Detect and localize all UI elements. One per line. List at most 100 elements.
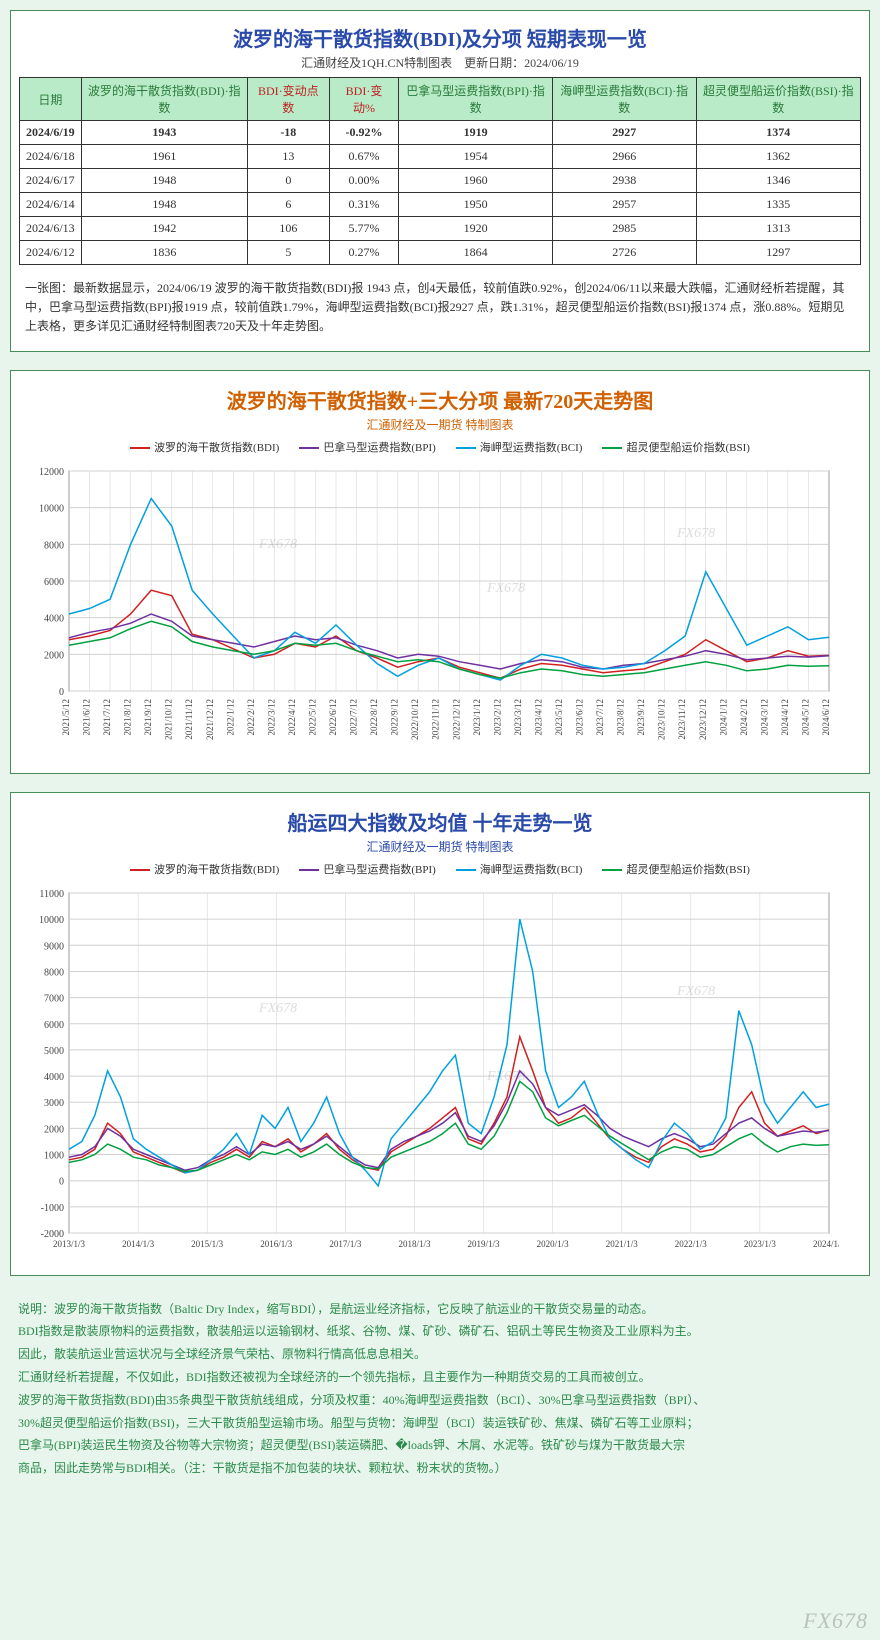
table-cell: 1948 <box>81 169 247 193</box>
table-cell: 2024/6/17 <box>20 169 82 193</box>
legend-item: 超灵便型船运价指数(BSI) <box>602 861 749 877</box>
data-table: 日期波罗的海干散货指数(BDI)·指数BDI·变动点数BDI·变动%巴拿马型运费… <box>19 77 861 265</box>
table-cell: 106 <box>248 217 330 241</box>
svg-text:4000: 4000 <box>44 1072 64 1083</box>
legend-label: 超灵便型船运价指数(BSI) <box>626 864 749 876</box>
table-cell: 1948 <box>81 193 247 217</box>
svg-text:2022/1/12: 2022/1/12 <box>225 699 235 736</box>
legend-swatch <box>299 447 319 449</box>
svg-text:2022/3/12: 2022/3/12 <box>266 699 276 736</box>
svg-text:6000: 6000 <box>44 577 64 588</box>
table-cell: 0.00% <box>329 169 399 193</box>
svg-text:2024/4/12: 2024/4/12 <box>780 699 790 736</box>
legend-label: 波罗的海干散货指数(BDI) <box>154 442 279 454</box>
svg-text:2023/4/12: 2023/4/12 <box>533 699 543 736</box>
chart720-svg: 0200040006000800010000120002021/5/122021… <box>19 461 839 761</box>
svg-text:2014/1/3: 2014/1/3 <box>122 1239 155 1249</box>
table-cell: 1950 <box>399 193 552 217</box>
svg-text:2023/6/12: 2023/6/12 <box>575 699 585 736</box>
svg-text:2023/10/12: 2023/10/12 <box>657 699 667 740</box>
svg-text:2021/12/12: 2021/12/12 <box>205 699 215 740</box>
table-row: 2024/6/191943-18-0.92%191929271374 <box>20 121 861 145</box>
table-header-cell: 日期 <box>20 78 82 121</box>
svg-text:2023/5/12: 2023/5/12 <box>554 699 564 736</box>
description-line: BDI指数是散装原物料的运费指数，散装船运以运输钢材、纸浆、谷物、煤、矿砂、磷矿… <box>18 1320 862 1343</box>
svg-text:2023/12/12: 2023/12/12 <box>698 699 708 740</box>
table-title: 波罗的海干散货指数(BDI)及分项 短期表现一览 <box>19 23 861 52</box>
svg-text:7000: 7000 <box>44 993 64 1004</box>
table-cell: 0.67% <box>329 145 399 169</box>
legend-swatch <box>130 869 150 871</box>
svg-text:2022/9/12: 2022/9/12 <box>390 699 400 736</box>
svg-text:2024/5/12: 2024/5/12 <box>800 699 810 736</box>
legend-label: 巴拿马型运费指数(BPI) <box>323 864 435 876</box>
svg-text:2024/6/12: 2024/6/12 <box>821 699 831 736</box>
legend-item: 海岬型运费指数(BCI) <box>456 439 583 455</box>
svg-text:2021/5/12: 2021/5/12 <box>61 699 71 736</box>
svg-text:10000: 10000 <box>39 503 64 514</box>
table-cell: 0.31% <box>329 193 399 217</box>
svg-text:FX678: FX678 <box>676 984 715 999</box>
svg-text:2022/4/12: 2022/4/12 <box>287 699 297 736</box>
chart10y-legend: 波罗的海干散货指数(BDI)巴拿马型运费指数(BPI)海岬型运费指数(BCI)超… <box>19 861 861 877</box>
table-note: 一张图：最新数据显示，2024/06/19 波罗的海干散货指数(BDI)报 19… <box>19 273 861 343</box>
table-cell: 2985 <box>552 217 696 241</box>
legend-label: 海岬型运费指数(BCI) <box>480 864 583 876</box>
legend-label: 超灵便型船运价指数(BSI) <box>626 442 749 454</box>
svg-text:4000: 4000 <box>44 613 64 624</box>
global-watermark: FX678 <box>803 1608 868 1634</box>
legend-swatch <box>602 447 622 449</box>
description-line: 因此，散装航运业营运状况与全球经济景气荣枯、原物料行情高低息息相关。 <box>18 1343 862 1366</box>
description-line: 说明：波罗的海干散货指数（Baltic Dry Index，缩写BDI），是航运… <box>18 1298 862 1321</box>
description-line: 商品，因此走势常与BDI相关。（注：干散货是指不加包装的块状、颗粒状、粉末状的货… <box>18 1457 862 1480</box>
svg-text:2024/2/12: 2024/2/12 <box>739 699 749 736</box>
svg-text:8000: 8000 <box>44 540 64 551</box>
table-cell: 1362 <box>696 145 860 169</box>
table-cell: 1864 <box>399 241 552 265</box>
table-cell: 1960 <box>399 169 552 193</box>
table-cell: -18 <box>248 121 330 145</box>
table-cell: 2024/6/14 <box>20 193 82 217</box>
table-cell: 1920 <box>399 217 552 241</box>
svg-text:2015/1/3: 2015/1/3 <box>191 1239 224 1249</box>
table-cell: 2957 <box>552 193 696 217</box>
legend-item: 超灵便型船运价指数(BSI) <box>602 439 749 455</box>
svg-text:0: 0 <box>59 1176 64 1187</box>
table-cell: 5 <box>248 241 330 265</box>
svg-text:2021/8/12: 2021/8/12 <box>123 699 133 736</box>
table-cell: 1313 <box>696 217 860 241</box>
description-line: 巴拿马(BPI)装运民生物资及谷物等大宗物资；超灵便型(BSI)装运磷肥、�lo… <box>18 1434 862 1457</box>
legend-swatch <box>299 869 319 871</box>
svg-text:2021/7/12: 2021/7/12 <box>102 699 112 736</box>
svg-text:2022/7/12: 2022/7/12 <box>349 699 359 736</box>
table-panel: 波罗的海干散货指数(BDI)及分项 短期表现一览 汇通财经及1QH.CN特制图表… <box>10 10 870 352</box>
legend-item: 海岬型运费指数(BCI) <box>456 861 583 877</box>
svg-text:2021/6/12: 2021/6/12 <box>82 699 92 736</box>
svg-text:2024/3/12: 2024/3/12 <box>759 699 769 736</box>
chart10y-subtitle: 汇通财经及一期货 特制图表 <box>19 838 861 855</box>
table-cell: 2927 <box>552 121 696 145</box>
svg-text:2022/11/12: 2022/11/12 <box>431 699 441 740</box>
table-header-cell: 波罗的海干散货指数(BDI)·指数 <box>81 78 247 121</box>
description-line: 波罗的海干散货指数(BDI)由35条典型干散货航线组成，分项及权重：40%海岬型… <box>18 1389 862 1412</box>
svg-text:6000: 6000 <box>44 1019 64 1030</box>
legend-swatch <box>602 869 622 871</box>
legend-item: 巴拿马型运费指数(BPI) <box>299 439 435 455</box>
svg-text:2024/1/3: 2024/1/3 <box>813 1239 839 1249</box>
table-cell: 1297 <box>696 241 860 265</box>
svg-text:2013/1/3: 2013/1/3 <box>53 1239 86 1249</box>
svg-text:2023/7/12: 2023/7/12 <box>595 699 605 736</box>
table-header-cell: BDI·变动点数 <box>248 78 330 121</box>
svg-text:FX678: FX678 <box>258 1001 297 1016</box>
table-cell: 1954 <box>399 145 552 169</box>
table-cell: 2024/6/12 <box>20 241 82 265</box>
svg-text:-1000: -1000 <box>41 1202 64 1213</box>
table-row: 2024/6/17194800.00%196029381346 <box>20 169 861 193</box>
legend-label: 巴拿马型运费指数(BPI) <box>323 442 435 454</box>
svg-text:2023/9/12: 2023/9/12 <box>636 699 646 736</box>
description-line: 30%超灵便型船运价指数(BSI)，三大干散货船型运输市场。船型与货物：海岬型（… <box>18 1412 862 1435</box>
svg-text:2019/1/3: 2019/1/3 <box>468 1239 501 1249</box>
svg-text:5000: 5000 <box>44 1045 64 1056</box>
svg-text:2022/1/3: 2022/1/3 <box>675 1239 708 1249</box>
table-row: 2024/6/12183650.27%186427261297 <box>20 241 861 265</box>
